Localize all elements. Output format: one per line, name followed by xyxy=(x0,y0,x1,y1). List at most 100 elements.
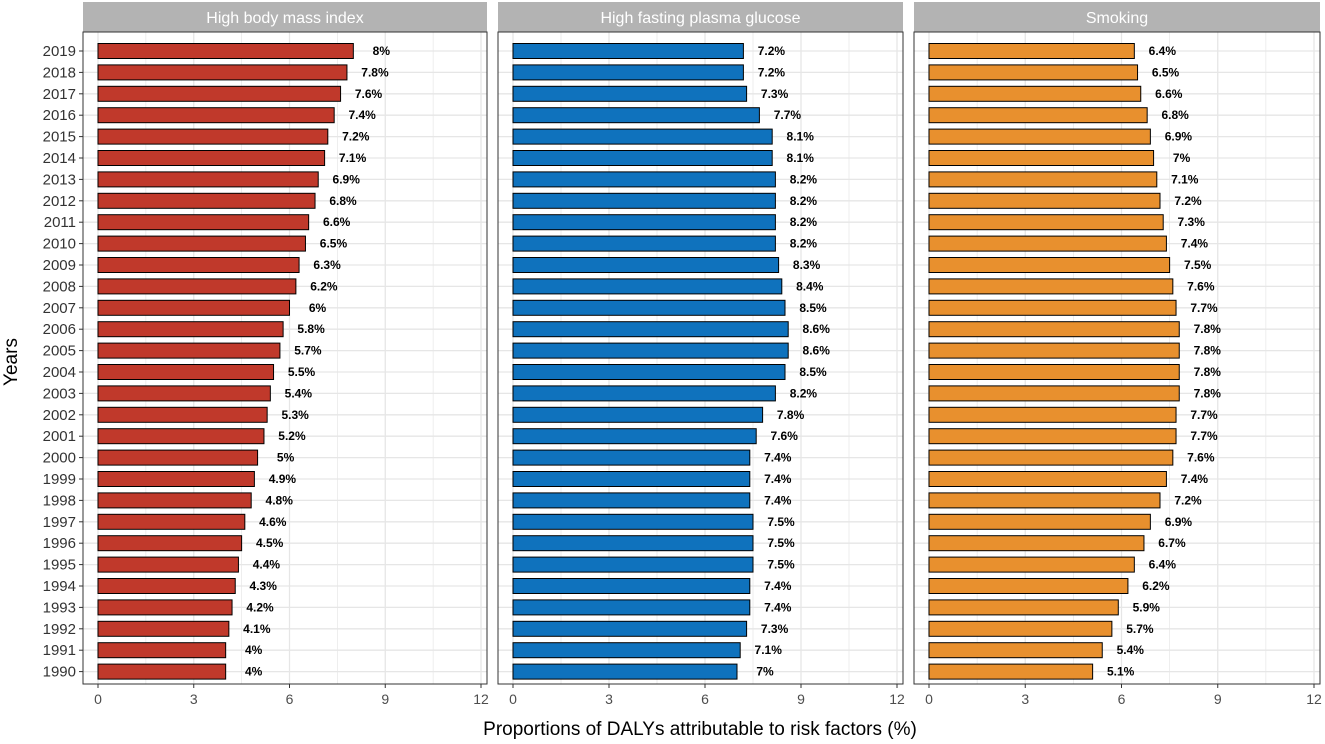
bar-value-label: 5.7% xyxy=(1126,622,1154,636)
bar xyxy=(97,278,297,295)
bar-value-label: 7.3% xyxy=(1178,215,1206,229)
bar-value-label: 4.2% xyxy=(246,600,274,614)
bar-value-label: 5.7% xyxy=(294,344,322,358)
bar xyxy=(97,128,329,145)
x-tick-label: 0 xyxy=(925,691,933,707)
facet-strip-title: High body mass index xyxy=(206,10,363,27)
bar-value-label: 7.6% xyxy=(1187,279,1215,293)
bar xyxy=(928,385,1180,402)
x-tick-label: 9 xyxy=(797,691,805,707)
bar xyxy=(97,171,319,188)
bar-value-label: 8.4% xyxy=(796,279,824,293)
y-tick-label: 1991 xyxy=(43,642,76,659)
y-tick-label: 2014 xyxy=(43,150,76,167)
bar-value-label: 8.3% xyxy=(793,258,821,272)
bar-value-label: 4.5% xyxy=(256,536,284,550)
y-tick-label: 1990 xyxy=(43,664,76,681)
y-tick-label: 2003 xyxy=(43,385,76,402)
bar xyxy=(97,321,284,338)
bar-value-label: 5.2% xyxy=(278,429,306,443)
bar xyxy=(512,192,776,209)
y-tick-label: 2009 xyxy=(43,257,76,274)
x-tick-label: 9 xyxy=(381,691,389,707)
y-tick-label: 2015 xyxy=(43,129,76,146)
bar-value-label: 7.8% xyxy=(777,408,805,422)
y-tick-label: 2011 xyxy=(44,214,76,231)
facet-strip xyxy=(83,2,487,32)
bar-value-label: 7.8% xyxy=(1194,386,1222,400)
bar xyxy=(512,406,764,423)
x-tick-label: 3 xyxy=(1021,691,1029,707)
bar xyxy=(928,150,1155,166)
y-tick-label: 2000 xyxy=(43,450,76,467)
y-tick-label: 2008 xyxy=(43,278,76,295)
bar-value-label: 8% xyxy=(373,44,391,58)
bar xyxy=(512,299,786,316)
bar xyxy=(97,299,290,316)
y-tick-label: 2016 xyxy=(43,107,76,124)
y-tick-label: 2006 xyxy=(43,321,76,338)
bar xyxy=(97,492,252,509)
bar-value-label: 7.4% xyxy=(764,472,792,486)
bar xyxy=(512,492,751,509)
bar-value-label: 7.7% xyxy=(1190,429,1218,443)
bar xyxy=(512,257,780,273)
y-tick-label: 2010 xyxy=(43,236,76,253)
bar xyxy=(97,642,227,659)
bar-value-label: 7.2% xyxy=(342,130,370,144)
bar-value-label: 6% xyxy=(309,301,327,315)
bar-value-label: 5.3% xyxy=(281,408,309,422)
bar xyxy=(928,342,1180,359)
bar-value-label: 7% xyxy=(756,665,774,679)
x-tick-label: 9 xyxy=(1214,691,1222,707)
bar xyxy=(97,578,236,594)
bar xyxy=(97,43,354,59)
y-tick-label: 1998 xyxy=(43,492,76,509)
bar xyxy=(97,513,246,530)
bar xyxy=(512,385,776,402)
bar-value-label: 8.2% xyxy=(790,237,818,251)
bar xyxy=(97,428,265,445)
bar-value-label: 7.4% xyxy=(764,600,792,614)
bar xyxy=(928,556,1135,573)
panel-border xyxy=(82,31,488,685)
bar-value-label: 6.5% xyxy=(1152,65,1180,79)
bar-value-label: 7.8% xyxy=(1194,365,1222,379)
panel-border xyxy=(913,31,1321,685)
x-tick-label: 3 xyxy=(190,691,198,707)
facet-strip-title: High fasting plasma glucose xyxy=(600,10,800,27)
bar-value-label: 8.6% xyxy=(803,344,831,358)
bar-value-label: 7.6% xyxy=(1187,451,1215,465)
bar xyxy=(97,64,348,81)
bar-value-label: 7.4% xyxy=(764,451,792,465)
x-tick-label: 12 xyxy=(473,691,489,707)
bar-value-label: 6.4% xyxy=(1149,558,1177,572)
bar xyxy=(928,578,1129,594)
bar xyxy=(928,449,1174,466)
bar xyxy=(512,513,754,530)
bar-value-label: 7.1% xyxy=(339,151,367,165)
facet-strip xyxy=(498,2,903,32)
bar-value-label: 7.6% xyxy=(355,87,383,101)
bar xyxy=(97,235,306,252)
y-tick-label: 2001 xyxy=(43,428,76,445)
facet-panel: Smoking 6.4% 6.5% 6.6% 6.8% 6.9% 7% 7.1% 7.2% 7.3… xyxy=(913,2,1322,707)
bar-value-label: 7.4% xyxy=(1181,237,1209,251)
bar-value-label: 7.2% xyxy=(758,44,786,58)
y-tick-label: 1994 xyxy=(43,578,76,595)
bar xyxy=(928,128,1151,145)
bar-value-label: 6.9% xyxy=(1165,515,1193,529)
bar-value-label: 6.5% xyxy=(320,237,348,251)
facet-panel: High fasting plasma glucose 7.2% 7.2% 7.3% 7… xyxy=(497,2,905,707)
bar-value-label: 6.8% xyxy=(329,194,357,208)
bar-value-label: 7.8% xyxy=(1194,344,1222,358)
bar xyxy=(97,257,300,273)
bar-value-label: 6.6% xyxy=(1155,87,1183,101)
bar xyxy=(97,192,316,209)
bar xyxy=(512,578,751,594)
bar-value-label: 7.5% xyxy=(767,558,795,572)
x-tick-label: 0 xyxy=(94,691,102,707)
bar xyxy=(97,107,335,124)
facet-panel: High body mass index 8% 7.8% 7.6% 7.4% 7.2% 7.… xyxy=(82,2,489,707)
x-tick-label: 0 xyxy=(509,691,517,707)
